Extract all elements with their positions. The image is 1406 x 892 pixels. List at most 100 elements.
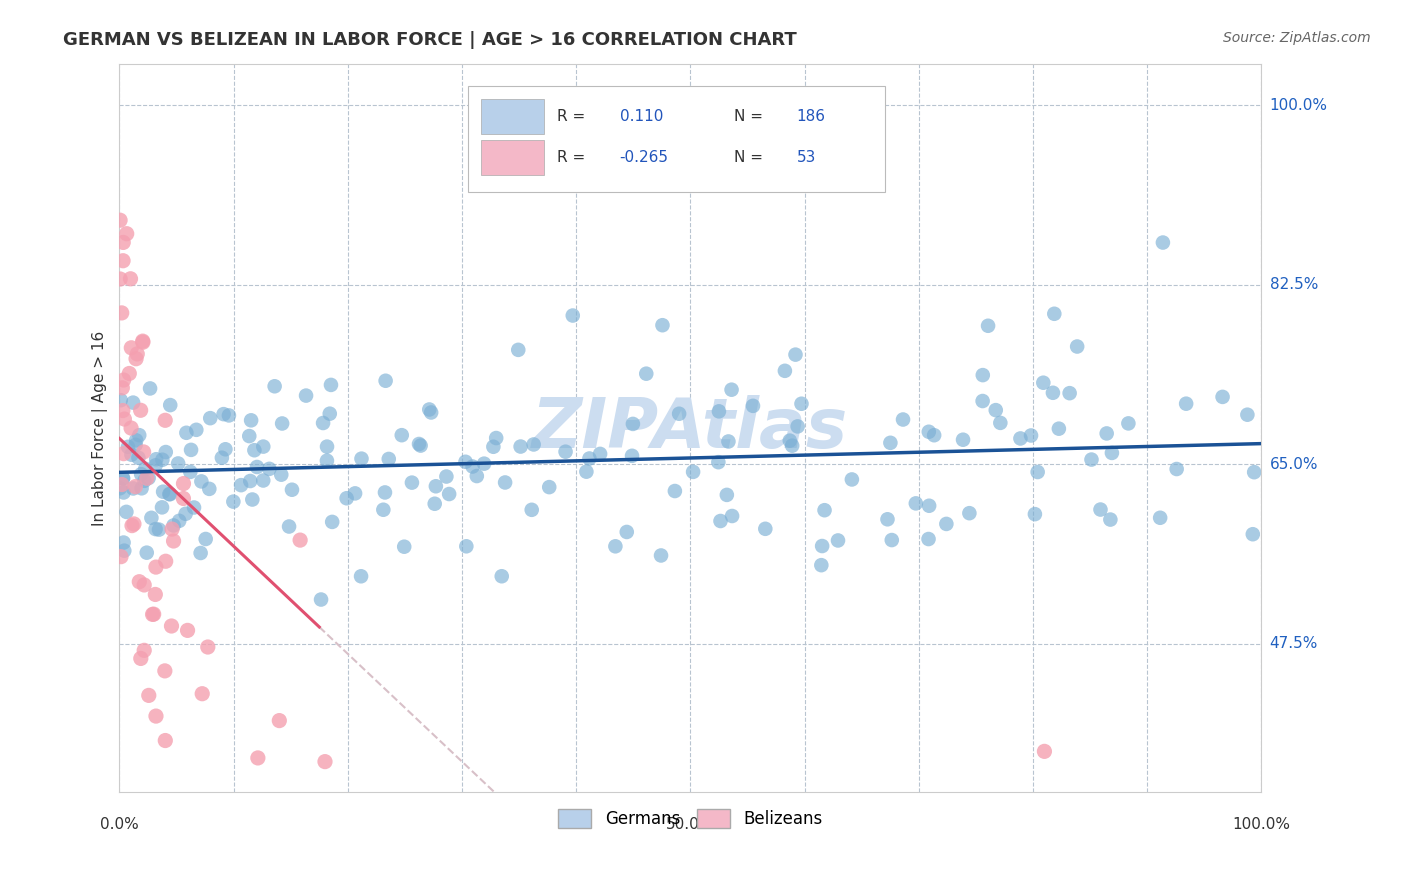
Point xyxy=(112,535,135,549)
Point xyxy=(180,442,202,457)
Point xyxy=(129,651,152,665)
Text: N =: N = xyxy=(734,109,763,124)
Point xyxy=(1059,386,1081,401)
Point xyxy=(111,477,134,491)
Point xyxy=(336,491,359,506)
Point xyxy=(111,381,134,395)
Point xyxy=(636,367,658,381)
Point xyxy=(682,465,704,479)
Text: GERMAN VS BELIZEAN IN LABOR FORCE | AGE > 16 CORRELATION CHART: GERMAN VS BELIZEAN IN LABOR FORCE | AGE … xyxy=(63,31,797,49)
Point xyxy=(120,341,142,355)
Point xyxy=(127,450,149,465)
Point xyxy=(578,451,600,466)
Point xyxy=(110,393,132,408)
Point xyxy=(810,558,832,573)
Point xyxy=(138,471,160,485)
Point xyxy=(128,428,150,442)
Point xyxy=(176,425,198,440)
Point xyxy=(616,524,638,539)
Point xyxy=(152,484,174,499)
Point xyxy=(374,374,396,388)
Point xyxy=(1042,385,1064,400)
Point xyxy=(194,532,217,546)
Point xyxy=(191,687,214,701)
Point xyxy=(721,508,744,523)
FancyBboxPatch shape xyxy=(481,99,544,134)
Point xyxy=(198,482,221,496)
Point xyxy=(155,445,177,459)
Point xyxy=(1243,465,1265,479)
Point xyxy=(409,439,432,453)
Point xyxy=(111,471,134,485)
Point xyxy=(122,482,145,496)
Point xyxy=(1024,507,1046,521)
Point xyxy=(972,394,994,409)
Point xyxy=(214,442,236,457)
Point xyxy=(988,416,1011,430)
Point xyxy=(1095,426,1118,441)
Point xyxy=(138,689,160,703)
Point xyxy=(1019,428,1042,442)
Point xyxy=(454,455,477,469)
Point xyxy=(112,543,135,558)
Point xyxy=(408,437,430,451)
Text: ZIPAtlas: ZIPAtlas xyxy=(533,395,849,462)
Point xyxy=(129,467,152,482)
Point xyxy=(1101,446,1123,460)
Point xyxy=(717,434,740,449)
Point xyxy=(243,443,266,458)
Point xyxy=(972,368,994,383)
Point xyxy=(125,351,148,366)
Point xyxy=(1241,527,1264,541)
Point xyxy=(1047,422,1070,436)
Point xyxy=(707,455,730,469)
Text: N =: N = xyxy=(734,150,763,165)
FancyBboxPatch shape xyxy=(481,140,544,175)
Point xyxy=(252,440,274,454)
Point xyxy=(392,540,415,554)
Point xyxy=(668,407,690,421)
Point xyxy=(281,483,304,497)
Point xyxy=(111,306,134,320)
Point xyxy=(124,438,146,452)
Point xyxy=(222,494,245,508)
Point xyxy=(811,539,834,553)
Point xyxy=(957,506,980,520)
Point xyxy=(183,500,205,515)
Point xyxy=(150,452,173,467)
Point xyxy=(134,462,156,476)
Point xyxy=(425,479,447,493)
Text: R =: R = xyxy=(557,109,585,124)
Point xyxy=(167,457,190,471)
Point xyxy=(1026,465,1049,479)
Point xyxy=(135,471,157,485)
Y-axis label: In Labor Force | Age > 16: In Labor Force | Age > 16 xyxy=(93,331,108,526)
Point xyxy=(134,578,156,592)
Point xyxy=(112,447,135,461)
Point xyxy=(212,407,235,421)
Point xyxy=(917,532,939,546)
Point xyxy=(127,347,149,361)
Point xyxy=(779,434,801,448)
Point xyxy=(780,439,803,453)
Point xyxy=(1149,510,1171,524)
Point xyxy=(709,514,731,528)
Point xyxy=(720,383,742,397)
Point xyxy=(1090,502,1112,516)
Point xyxy=(716,488,738,502)
Text: 65.0%: 65.0% xyxy=(1270,457,1319,472)
Point xyxy=(418,402,440,417)
Point xyxy=(150,500,173,515)
Point xyxy=(312,416,335,430)
Text: 53: 53 xyxy=(797,150,815,165)
Point xyxy=(162,518,184,533)
Point xyxy=(1032,376,1054,390)
Point xyxy=(316,440,339,454)
Point xyxy=(904,496,927,510)
Point xyxy=(172,476,194,491)
Point xyxy=(1175,397,1198,411)
Point xyxy=(238,429,260,443)
Point xyxy=(773,364,796,378)
Point xyxy=(135,546,157,560)
Point xyxy=(344,486,367,500)
